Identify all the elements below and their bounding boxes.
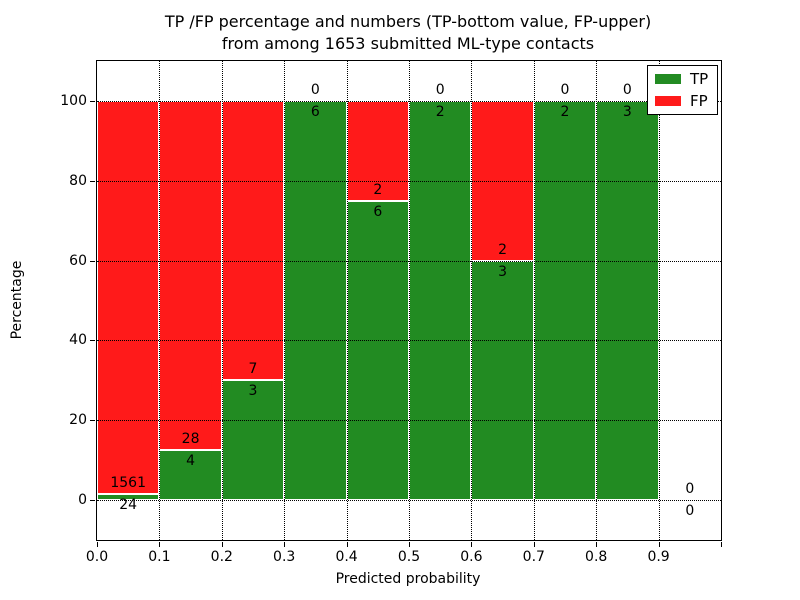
x-tick-mark	[284, 542, 286, 547]
x-tick-mark	[596, 542, 598, 547]
legend-item-tp: TP	[655, 71, 708, 87]
fp-count-label: 0	[622, 81, 632, 98]
fp-count-label: 0	[685, 481, 695, 498]
legend-swatch-fp	[655, 96, 681, 106]
vertical-gridline	[159, 61, 161, 540]
y-tick-mark	[90, 100, 95, 102]
tp-count-label: 0	[685, 503, 695, 520]
legend-label-tp: TP	[690, 70, 709, 88]
horizontal-gridline	[97, 340, 721, 342]
bar-segment-tp	[409, 100, 472, 501]
bar-segment-tp	[471, 260, 534, 501]
y-axis-label: Percentage	[9, 260, 25, 340]
bar-segment-tp	[159, 450, 222, 501]
tp-count-label: 3	[622, 103, 632, 120]
fp-count-label: 2	[498, 241, 508, 258]
vertical-gridline	[471, 61, 473, 540]
bar-segment-tp	[346, 200, 409, 501]
bar-segment-tp	[284, 100, 347, 501]
horizontal-gridline	[97, 100, 721, 102]
x-tick-label: 0.6	[460, 549, 483, 565]
fp-count-label: 28	[181, 431, 200, 448]
chart-title-line2: from among 1653 submitted ML-type contac…	[221, 34, 595, 53]
y-tick-mark	[90, 420, 95, 422]
x-tick-label: 0.8	[585, 549, 608, 565]
x-tick-mark	[471, 542, 473, 547]
bar-segment-tp	[596, 100, 659, 501]
bar-segment-tp	[533, 100, 597, 501]
legend-item-fp: FP	[655, 93, 708, 109]
x-tick-mark	[346, 542, 348, 547]
bar-segment-fp	[471, 100, 534, 261]
y-tick-mark	[90, 180, 95, 182]
horizontal-gridline	[97, 180, 721, 182]
bar-segment-fp	[159, 100, 222, 451]
x-tick-label: 0.4	[335, 549, 358, 565]
x-tick-label: 0.1	[148, 549, 171, 565]
tp-count-label: 4	[186, 453, 196, 470]
tp-count-label: 6	[310, 103, 320, 120]
horizontal-gridline	[97, 420, 721, 422]
y-tick-label: 80	[69, 172, 87, 189]
legend-swatch-tp	[655, 74, 681, 84]
vertical-gridline	[346, 61, 348, 540]
x-tick-label: 0.9	[647, 549, 670, 565]
x-tick-label: 0.2	[210, 549, 233, 565]
y-tick-label: 0	[78, 492, 87, 509]
fp-count-label: 1561	[110, 475, 147, 492]
tp-count-label: 3	[498, 263, 508, 280]
y-tick-label: 20	[69, 412, 87, 429]
x-tick-label: 0.3	[273, 549, 296, 565]
y-tick-label: 40	[69, 332, 87, 349]
tp-count-label: 2	[435, 103, 445, 120]
tp-count-label: 2	[560, 103, 570, 120]
x-tick-mark	[409, 542, 410, 547]
vertical-gridline	[284, 61, 286, 540]
y-tick-mark	[90, 260, 95, 262]
chart-title-line1: TP /FP percentage and numbers (TP-bottom…	[164, 12, 652, 31]
fp-count-label: 7	[248, 361, 258, 378]
vertical-gridline	[596, 61, 598, 540]
legend-label-fp: FP	[690, 92, 708, 110]
vertical-gridline	[533, 61, 535, 540]
vertical-gridline	[409, 61, 410, 540]
x-tick-mark	[721, 542, 722, 547]
tp-count-label: 24	[119, 497, 138, 514]
chart-title: TP /FP percentage and numbers (TP-bottom…	[96, 11, 720, 55]
x-tick-mark	[221, 542, 223, 547]
x-tick-label: 0.5	[397, 549, 421, 565]
x-tick-label: 0.7	[522, 549, 545, 565]
x-tick-mark	[658, 542, 660, 547]
fp-count-label: 2	[373, 181, 383, 198]
fp-count-label: 0	[560, 81, 570, 98]
bar-segment-fp	[221, 100, 285, 381]
vertical-gridline	[658, 61, 660, 540]
x-tick-mark	[533, 542, 535, 547]
legend: TP FP	[647, 65, 719, 115]
y-tick-label: 60	[69, 252, 87, 269]
fp-count-label: 0	[435, 81, 445, 98]
plot-area: TP FP 1561 24 28 4 7 3 0 6 2 6 0 2 2 3 0 2 0 3 0 0 0.0 0.1 0.2…	[60, 60, 722, 565]
vertical-gridline	[221, 61, 223, 540]
horizontal-gridline	[97, 260, 721, 262]
x-axis-label: Predicted probability	[335, 571, 481, 587]
tp-count-label: 3	[248, 383, 258, 400]
x-tick-mark	[97, 542, 98, 547]
fp-count-label: 0	[310, 81, 320, 98]
x-tick-mark	[159, 542, 161, 547]
x-tick-label: 0.0	[85, 549, 109, 565]
bar-segment-fp	[97, 100, 160, 495]
y-tick-label: 100	[60, 92, 87, 109]
tp-count-label: 6	[373, 203, 383, 220]
y-tick-mark	[90, 340, 95, 342]
y-tick-mark	[90, 500, 95, 502]
horizontal-gridline	[97, 500, 721, 502]
bar-segment-tp	[97, 494, 160, 501]
